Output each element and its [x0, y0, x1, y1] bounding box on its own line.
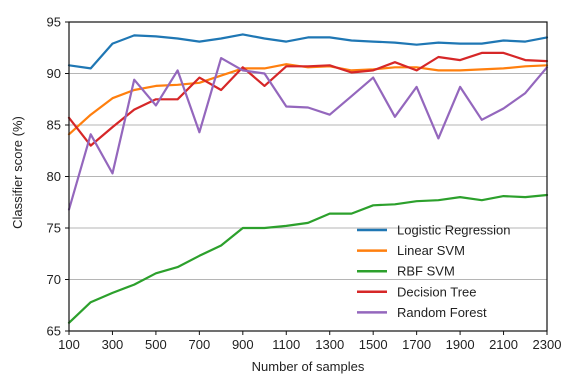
x-tick-label: 2100 [489, 337, 518, 352]
series-line-linear-svm [67, 63, 549, 136]
x-tick-label: 500 [145, 337, 167, 352]
x-tick-label: 100 [58, 337, 80, 352]
x-tick-label: 2300 [533, 337, 562, 352]
y-tick-label: 65 [47, 324, 61, 339]
legend-label-decision-tree: Decision Tree [397, 284, 476, 299]
x-tick-label: 1700 [402, 337, 431, 352]
x-tick-label: 1300 [315, 337, 344, 352]
y-tick-label: 80 [47, 169, 61, 184]
y-tick-label: 90 [47, 66, 61, 81]
series-line-decision-tree [67, 51, 549, 147]
series-line-random-forest [67, 56, 549, 211]
y-tick-label: 75 [47, 221, 61, 236]
grid-lines [69, 73, 547, 280]
x-tick-label: 1900 [446, 337, 475, 352]
y-tick-label: 85 [47, 118, 61, 133]
x-tick-label: 700 [189, 337, 211, 352]
legend-label-random-forest: Random Forest [397, 305, 487, 320]
x-tick-label: 1100 [272, 337, 300, 352]
x-tick-label: 900 [232, 337, 254, 352]
legend-label-rbf-svm: RBF SVM [397, 264, 455, 279]
x-tick-label: 1500 [359, 337, 388, 352]
x-axis-title: Number of samples [252, 359, 365, 374]
series-line-logistic-regression [67, 33, 549, 70]
series-lines [67, 33, 549, 324]
legend-label-logistic-regression: Logistic Regression [397, 223, 510, 238]
x-tick-label: 300 [102, 337, 124, 352]
y-tick-label: 95 [47, 15, 61, 30]
axis-ticks: 100 300 500 700 900 1100 1300 1500 1700 1900 2100 2… [47, 15, 562, 353]
legend-label-linear-svm: Linear SVM [397, 243, 465, 258]
legend: Logistic Regression Linear SVM RBF SVM Deci… [357, 223, 510, 320]
series-line-rbf-svm [67, 193, 549, 324]
y-axis-title: Classifier score (%) [10, 116, 25, 229]
y-tick-label: 70 [47, 272, 61, 287]
